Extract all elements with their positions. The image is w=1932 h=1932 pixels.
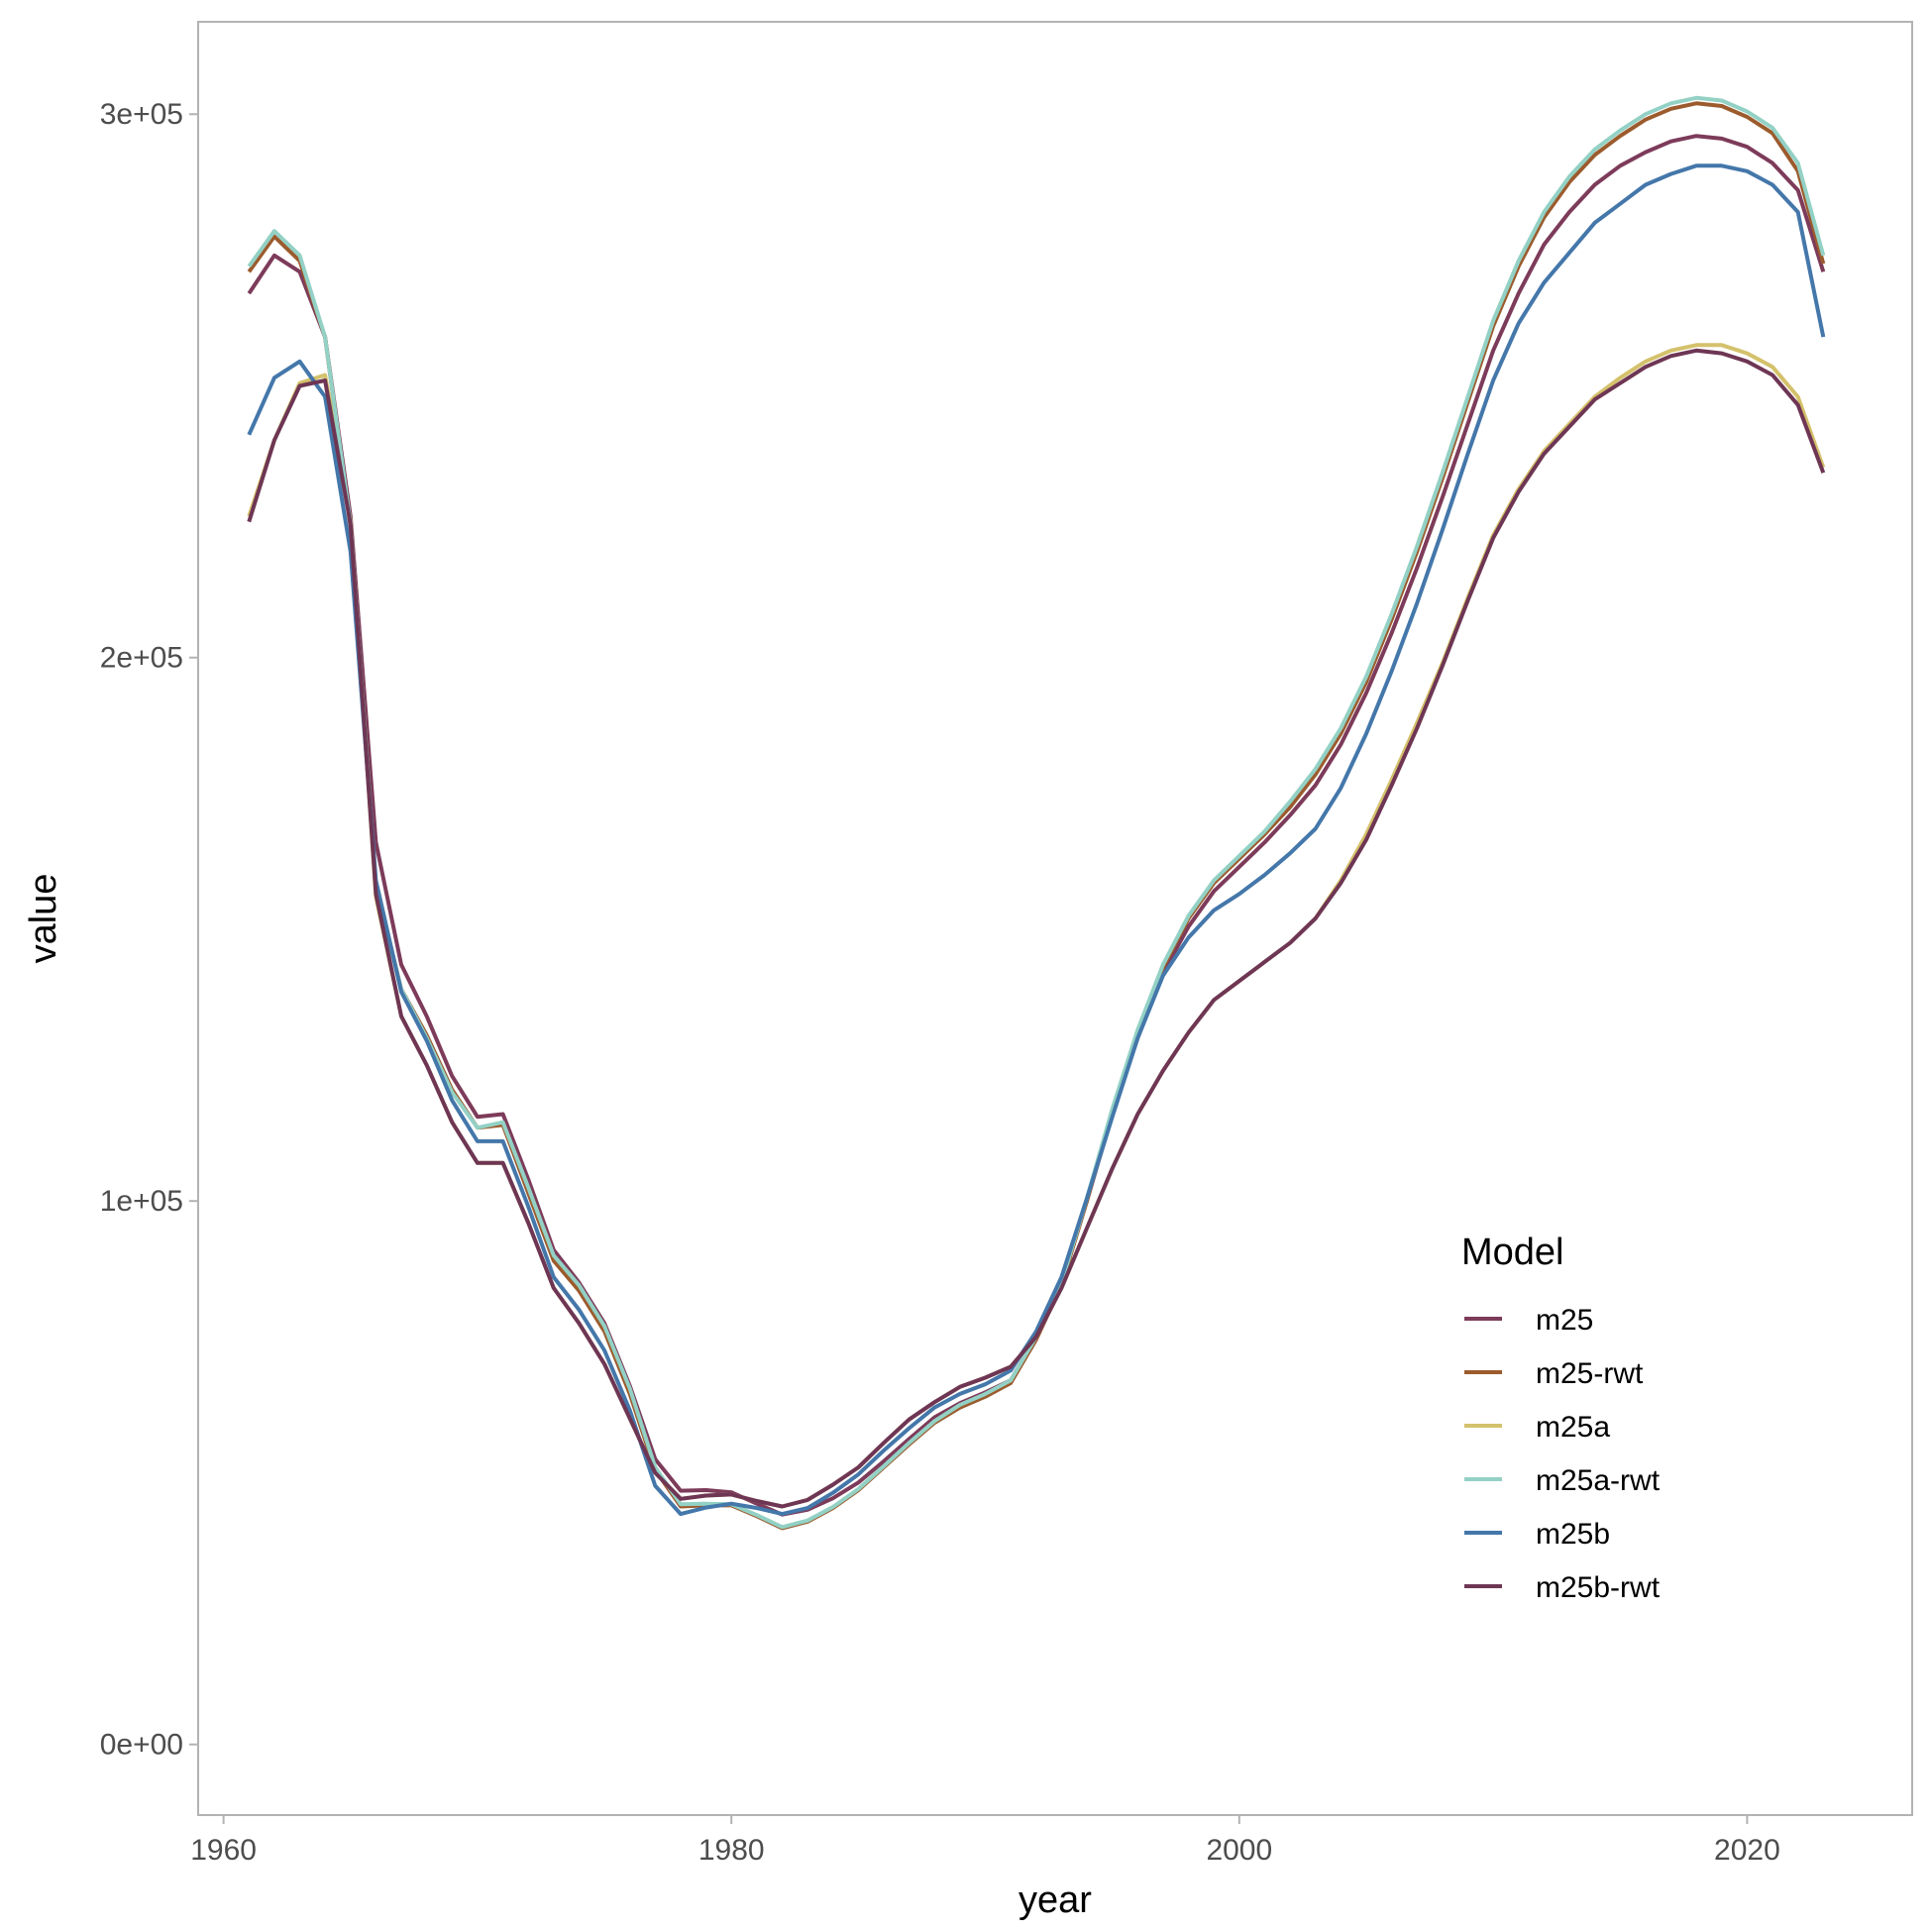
x-tick-label: 2020 bbox=[1714, 1834, 1780, 1867]
series-line-m25b-rwt bbox=[247, 348, 1826, 1509]
legend-label-m25b-rwt: m25b-rwt bbox=[1536, 1571, 1661, 1604]
y-tick-label: 0e+00 bbox=[100, 1729, 183, 1762]
legend-label-m25: m25 bbox=[1536, 1304, 1593, 1337]
plot-panel bbox=[197, 21, 1913, 1816]
legend-label-m25b: m25b bbox=[1536, 1518, 1610, 1551]
legend-label-m25a-rwt: m25a-rwt bbox=[1536, 1464, 1661, 1497]
x-tick-label: 2000 bbox=[1206, 1834, 1272, 1867]
y-tick-label: 1e+05 bbox=[100, 1185, 183, 1218]
x-axis-title: year bbox=[1019, 1879, 1092, 1921]
y-axis-title: value bbox=[23, 874, 64, 964]
y-axis: 0e+00 1e+05 2e+05 3e+05 bbox=[100, 98, 198, 1762]
legend-title: Model bbox=[1461, 1232, 1564, 1273]
x-axis: 1960 1980 2000 2020 bbox=[190, 1815, 1780, 1867]
x-tick-label: 1960 bbox=[190, 1834, 257, 1867]
y-tick-label: 2e+05 bbox=[100, 642, 183, 675]
x-tick-label: 1980 bbox=[698, 1834, 765, 1867]
legend-label-m25-rwt: m25-rwt bbox=[1536, 1357, 1644, 1390]
series-line-m25b bbox=[247, 163, 1826, 1517]
y-tick-label: 3e+05 bbox=[100, 98, 183, 131]
series-layer bbox=[247, 95, 1826, 1531]
legend-label-m25a: m25a bbox=[1536, 1411, 1610, 1444]
legend: Model m25 m25-rwt m25a m25a-rwt m25b m25b-rwt bbox=[1461, 1232, 1661, 1604]
